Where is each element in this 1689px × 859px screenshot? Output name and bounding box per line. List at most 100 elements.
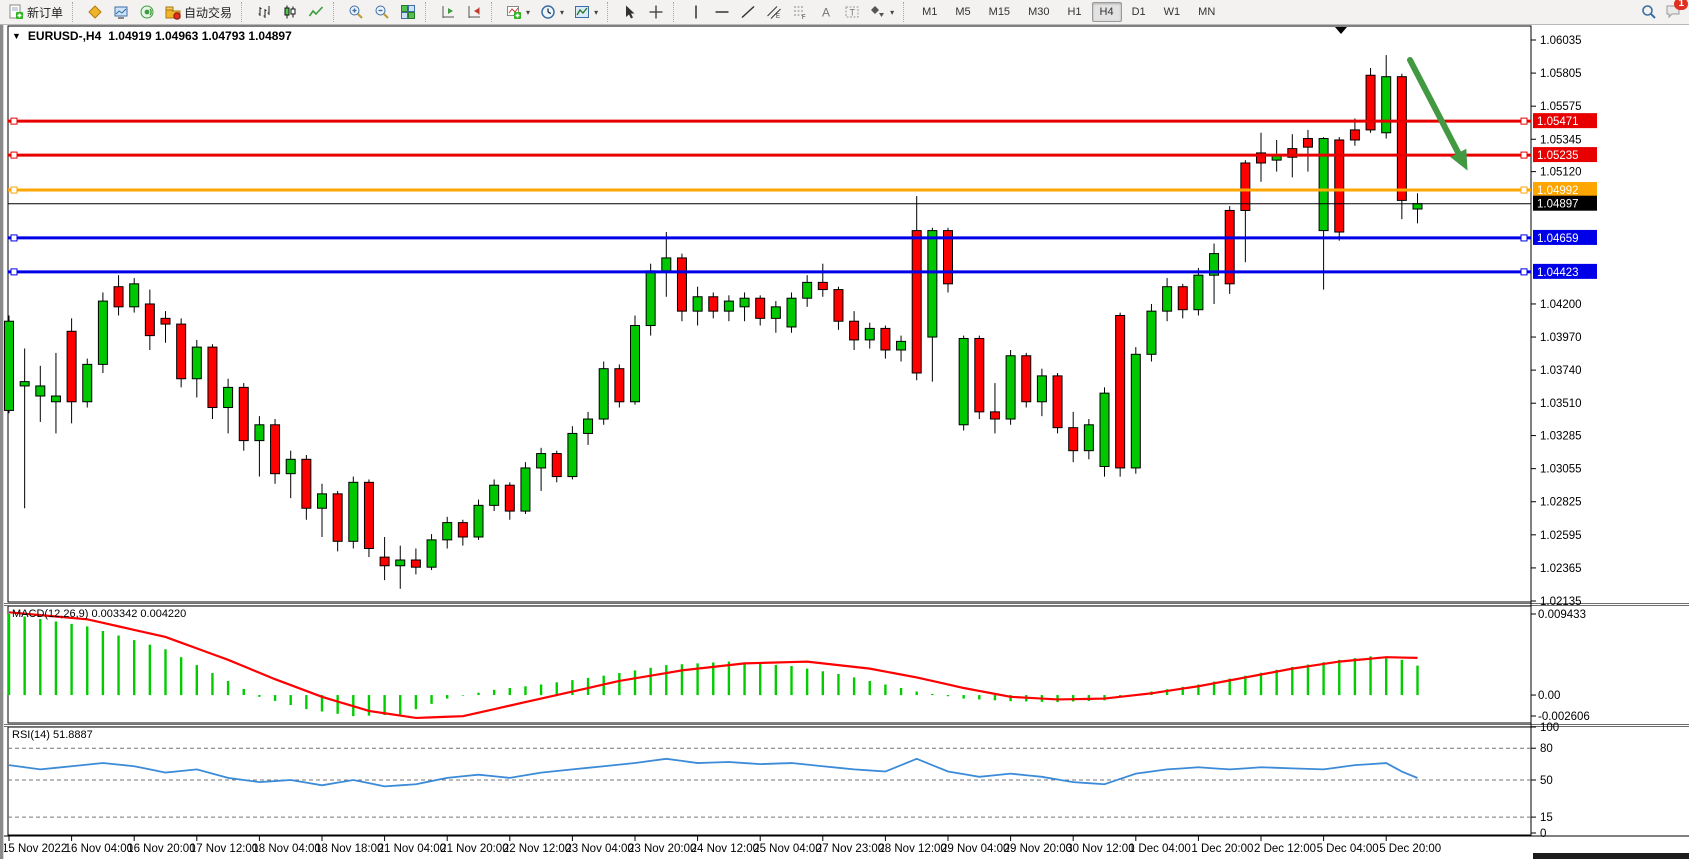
chart-shift-button[interactable] xyxy=(435,1,461,23)
timeframe-mn[interactable]: MN xyxy=(1198,6,1216,18)
chart-autoscroll-icon xyxy=(466,4,482,20)
text-label-button[interactable]: T xyxy=(839,1,865,23)
periods-clock-icon xyxy=(540,4,556,20)
candle xyxy=(1146,310,1157,355)
timeframe-h1[interactable]: H1 xyxy=(1067,6,1082,18)
svg-text:1 Dec 20:00: 1 Dec 20:00 xyxy=(1191,843,1253,855)
search-icon[interactable] xyxy=(1641,4,1657,20)
fibonacci-button[interactable]: F xyxy=(787,1,813,23)
candle xyxy=(661,257,672,272)
svg-text:A: A xyxy=(822,6,830,20)
line-handle[interactable] xyxy=(10,234,18,242)
horizontal-line-button[interactable] xyxy=(709,1,735,23)
line-handle[interactable] xyxy=(10,186,18,194)
auto-trading-button[interactable]: 自动交易 xyxy=(160,1,237,24)
macd-axis-labels: 0.009433 0.00 -0.002606 xyxy=(1531,609,1590,723)
line-handle[interactable] xyxy=(1520,151,1528,159)
svg-text:15 Nov 2022: 15 Nov 2022 xyxy=(2,843,67,855)
candlestick-series xyxy=(4,55,1423,589)
candlestick-chart-button[interactable] xyxy=(277,1,303,23)
candle xyxy=(536,453,547,469)
svg-text:E: E xyxy=(776,14,780,20)
market-watch-button[interactable] xyxy=(108,1,134,23)
svg-text:1.05471: 1.05471 xyxy=(1537,116,1579,128)
candle xyxy=(1287,148,1298,158)
timeframe-w1[interactable]: W1 xyxy=(1163,6,1181,18)
signals-button[interactable] xyxy=(134,1,160,23)
templates-button[interactable]: ▾ xyxy=(569,1,603,23)
svg-text:1.03740: 1.03740 xyxy=(1540,365,1582,377)
candle xyxy=(1256,152,1266,164)
timeframe-d1[interactable]: D1 xyxy=(1131,6,1146,18)
timeframe-m15[interactable]: M15 xyxy=(988,6,1011,18)
tile-windows-button[interactable] xyxy=(395,1,421,23)
line-handle[interactable] xyxy=(1520,117,1528,125)
charts-button[interactable] xyxy=(82,1,108,23)
arrows-button[interactable]: ▾ xyxy=(865,1,899,23)
chevron-down-icon: ▾ xyxy=(890,7,895,17)
arrows-icon xyxy=(870,4,886,20)
candle xyxy=(880,327,891,351)
horizontal-lines[interactable]: 1.05471 1.05235 1.04992 1.04897 1.04659 1.044… xyxy=(8,113,1597,279)
chat-button[interactable]: 1 xyxy=(1665,0,1688,22)
price-badge xyxy=(1533,147,1597,163)
cursor-button[interactable] xyxy=(617,1,643,23)
toolbar-separator xyxy=(673,2,679,22)
candle xyxy=(676,257,687,312)
candle xyxy=(1412,203,1423,210)
line-handle[interactable] xyxy=(10,151,18,159)
timeframe-h4[interactable]: H4 xyxy=(1091,2,1122,22)
price-axis-labels: 1.06035 1.05805 1.05575 1.05345 1.05120 1.042… xyxy=(1531,35,1582,608)
chart-title: ▼ EURUSD-,H4 1.04919 1.04963 1.04793 1.0… xyxy=(12,29,292,43)
svg-text:22 Nov 12:00: 22 Nov 12:00 xyxy=(503,843,571,855)
candle xyxy=(770,306,781,319)
zoom-in-icon xyxy=(348,4,364,20)
text-button[interactable]: A xyxy=(813,1,839,23)
line-handle[interactable] xyxy=(1520,186,1528,194)
timeframe-m1[interactable]: M1 xyxy=(922,6,938,18)
zoom-out-button[interactable] xyxy=(369,1,395,23)
price-badge xyxy=(1533,263,1597,279)
status-strip xyxy=(1533,853,1689,859)
crosshair-icon xyxy=(648,4,664,20)
line-handle[interactable] xyxy=(1520,268,1528,276)
candle xyxy=(1052,375,1063,429)
crosshair-button[interactable] xyxy=(643,1,669,23)
trendline-button[interactable] xyxy=(735,1,761,23)
periods-clock-button[interactable]: ▾ xyxy=(535,1,569,23)
svg-text:50: 50 xyxy=(1540,775,1553,787)
price-badge xyxy=(1533,182,1597,198)
trend-arrow-annotation[interactable] xyxy=(1407,57,1468,171)
bar-chart-icon xyxy=(256,4,272,20)
candle xyxy=(974,337,985,413)
time-marker-triangle-icon[interactable] xyxy=(1335,27,1347,34)
line-chart-button[interactable] xyxy=(303,1,329,23)
vertical-line-button[interactable] xyxy=(683,1,709,23)
channel-button[interactable]: E xyxy=(761,1,787,23)
svg-text:25 Nov 04:00: 25 Nov 04:00 xyxy=(753,843,821,855)
candle xyxy=(66,330,77,403)
candle xyxy=(504,484,515,512)
auto-trading-icon xyxy=(165,4,181,20)
line-handle[interactable] xyxy=(1520,234,1528,242)
candle xyxy=(849,320,860,341)
new-order-button[interactable]: 新订单 xyxy=(3,1,68,24)
zoom-in-button[interactable] xyxy=(343,1,369,23)
bar-chart-button[interactable] xyxy=(251,1,277,23)
candle xyxy=(692,296,703,312)
timeframe-m5[interactable]: M5 xyxy=(955,6,971,18)
svg-text:29 Nov 20:00: 29 Nov 20:00 xyxy=(1004,843,1072,855)
line-handle[interactable] xyxy=(10,117,18,125)
chart-autoscroll-button[interactable] xyxy=(461,1,487,23)
market-watch-icon xyxy=(113,4,129,20)
add-indicator-button[interactable]: ▾ xyxy=(501,1,535,23)
svg-text:1.03055: 1.03055 xyxy=(1540,464,1582,476)
line-handle[interactable] xyxy=(10,268,18,276)
timeframe-m30[interactable]: M30 xyxy=(1028,6,1050,18)
macd-signal-line xyxy=(8,611,1418,720)
svg-text:1.03970: 1.03970 xyxy=(1540,332,1582,344)
collapse-triangle-icon[interactable]: ▼ xyxy=(12,31,21,41)
candle xyxy=(583,418,594,434)
panel-splitters[interactable] xyxy=(4,603,1689,727)
candle xyxy=(395,559,406,567)
